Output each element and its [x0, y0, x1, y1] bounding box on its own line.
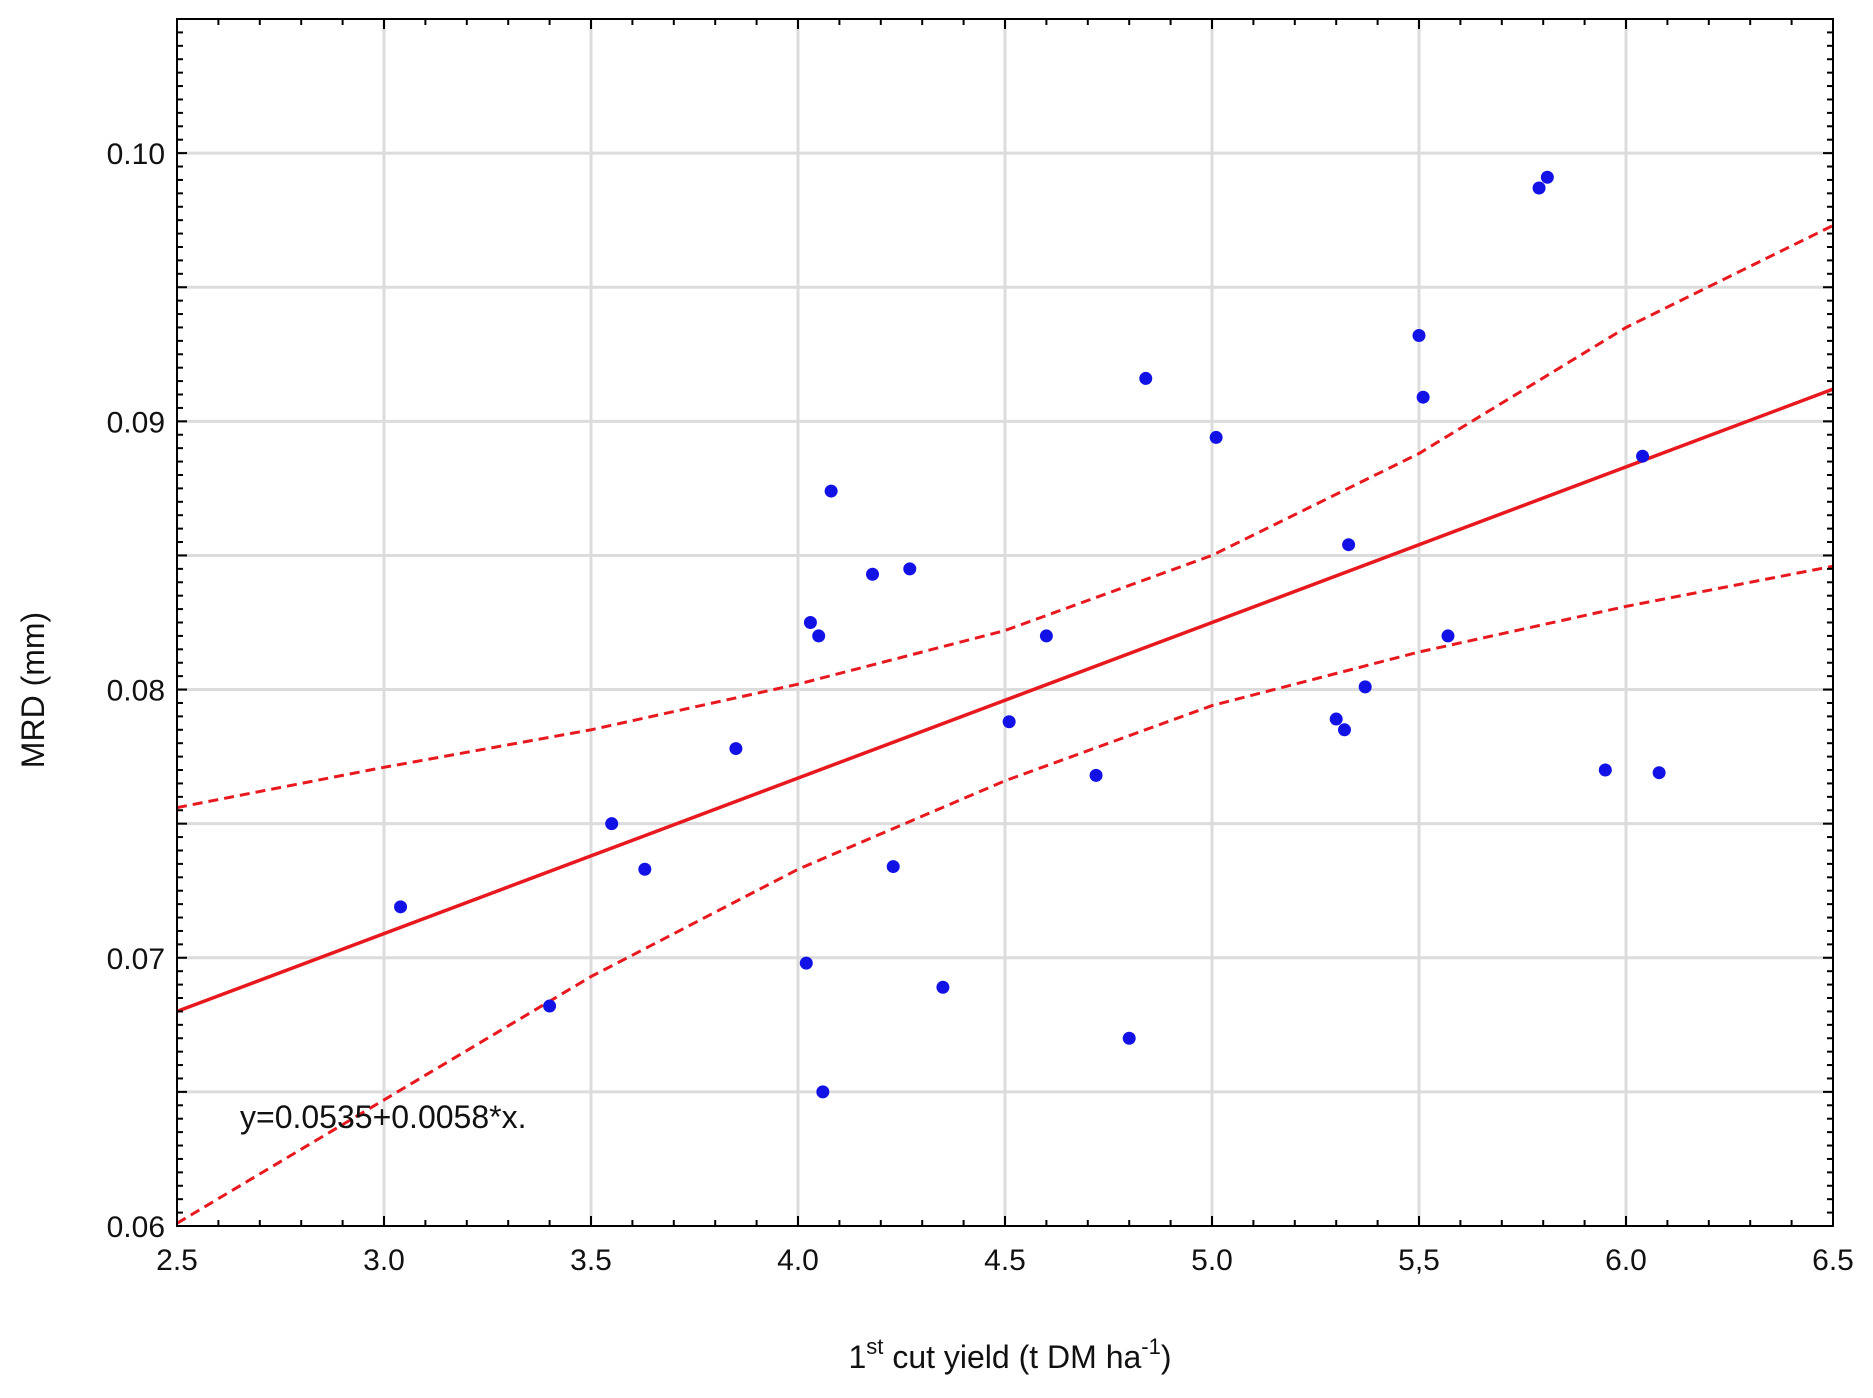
data-point — [1089, 768, 1103, 782]
data-point — [886, 860, 900, 874]
x-axis-title-end: ) — [1161, 1339, 1172, 1375]
data-point — [1412, 329, 1426, 343]
data-point — [824, 484, 838, 498]
data-point — [1122, 1031, 1136, 1045]
x-tick-label: 6.5 — [1812, 1244, 1854, 1277]
y-tick-label: 0.08 — [107, 675, 165, 708]
data-point — [812, 629, 826, 643]
x-axis-title-sup: st — [866, 1334, 883, 1359]
data-point — [1540, 170, 1554, 184]
data-point — [1416, 390, 1430, 404]
x-axis-title-sup2: -1 — [1141, 1334, 1161, 1359]
x-tick-label: 6.0 — [1605, 1244, 1647, 1277]
data-point — [1532, 181, 1546, 195]
y-tick-label: 0.10 — [107, 138, 165, 171]
confidence-band — [176, 224, 1834, 1225]
upper-confidence-line — [176, 224, 1834, 810]
data-point — [1441, 629, 1455, 643]
data-point — [1139, 371, 1153, 385]
data-point — [1209, 430, 1223, 444]
data-point — [1342, 538, 1356, 552]
data-point — [816, 1085, 830, 1099]
regression-line-group — [176, 387, 1834, 1014]
data-point — [1002, 715, 1016, 729]
y-tick-labels: 0.06 0.07 0.08 0.09 0.10 — [107, 138, 165, 1244]
x-axis-title-main: 1 — [849, 1339, 867, 1375]
x-axis-title-mid: cut yield (t DM ha — [883, 1339, 1141, 1375]
x-tick-label: 4.5 — [984, 1244, 1026, 1277]
data-point — [1337, 723, 1351, 737]
x-axis-title: 1st cut yield (t DM ha-1) — [849, 1334, 1172, 1375]
lower-confidence-line — [176, 564, 1834, 1225]
data-point — [605, 817, 619, 831]
y-tick-label: 0.06 — [107, 1211, 165, 1244]
data-point — [394, 900, 408, 914]
x-tick-label: 5,5 — [1398, 1244, 1440, 1277]
data-point — [866, 567, 880, 581]
axis-ticks — [176, 18, 1834, 1227]
data-point — [729, 742, 743, 756]
data-point — [936, 980, 950, 994]
x-tick-label: 3.5 — [570, 1244, 612, 1277]
data-point — [1636, 449, 1650, 463]
data-point — [903, 562, 917, 576]
x-tick-labels: 2.5 3.0 3.5 4.0 4.5 5.0 5,5 6.0 6.5 — [156, 1244, 1854, 1277]
data-point — [1652, 766, 1666, 780]
x-tick-label: 2.5 — [156, 1244, 198, 1277]
data-point — [803, 616, 817, 629]
y-axis-title: MRD (mm) — [15, 612, 51, 768]
y-tick-label: 0.09 — [107, 406, 165, 439]
x-tick-label: 3.0 — [363, 1244, 405, 1277]
x-tick-label: 5.0 — [1191, 1244, 1233, 1277]
data-point — [1329, 712, 1343, 726]
data-point — [543, 999, 557, 1013]
x-tick-label: 4.0 — [777, 1244, 819, 1277]
y-tick-label: 0.07 — [107, 943, 165, 976]
data-points — [394, 170, 1666, 1099]
data-point — [1039, 629, 1053, 643]
regression-equation: y=0.0535+0.0058*x. — [240, 1099, 526, 1135]
data-point — [638, 862, 652, 876]
data-point — [799, 956, 813, 970]
data-point — [1358, 680, 1372, 694]
regression-line — [176, 387, 1834, 1014]
data-point — [1598, 763, 1612, 777]
